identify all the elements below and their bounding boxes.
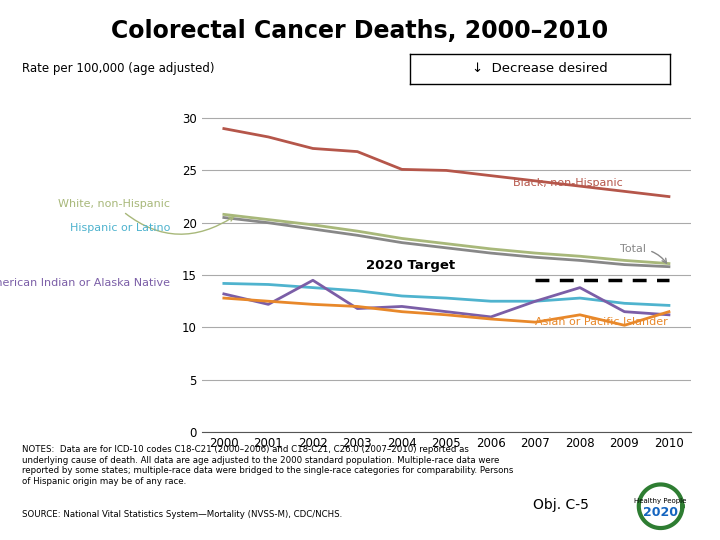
Text: Black, non-Hispanic: Black, non-Hispanic bbox=[513, 178, 623, 188]
Text: SOURCE: National Vital Statistics System—Mortality (NVSS-M), CDC/NCHS.: SOURCE: National Vital Statistics System… bbox=[22, 510, 342, 519]
Text: 2020: 2020 bbox=[643, 507, 678, 519]
Text: Colorectal Cancer Deaths, 2000–2010: Colorectal Cancer Deaths, 2000–2010 bbox=[112, 19, 608, 43]
Text: 2020 Target: 2020 Target bbox=[366, 259, 456, 272]
Text: Healthy People: Healthy People bbox=[634, 498, 687, 504]
Text: Total: Total bbox=[621, 244, 667, 263]
Text: Asian or Pacific Islander: Asian or Pacific Islander bbox=[536, 317, 668, 327]
Text: White, non-Hispanic: White, non-Hispanic bbox=[58, 199, 233, 234]
Text: ↓  Decrease desired: ↓ Decrease desired bbox=[472, 62, 608, 76]
Text: NOTES:  Data are for ICD-10 codes C18-C21 (2000–2006) and C18-C21, C26.0 (2007–2: NOTES: Data are for ICD-10 codes C18-C21… bbox=[22, 446, 513, 485]
Text: Hispanic or Latino: Hispanic or Latino bbox=[70, 223, 171, 233]
Text: American Indian or Alaska Native: American Indian or Alaska Native bbox=[0, 279, 171, 288]
Text: Rate per 100,000 (age adjusted): Rate per 100,000 (age adjusted) bbox=[22, 62, 214, 75]
Text: Obj. C-5: Obj. C-5 bbox=[533, 498, 589, 512]
